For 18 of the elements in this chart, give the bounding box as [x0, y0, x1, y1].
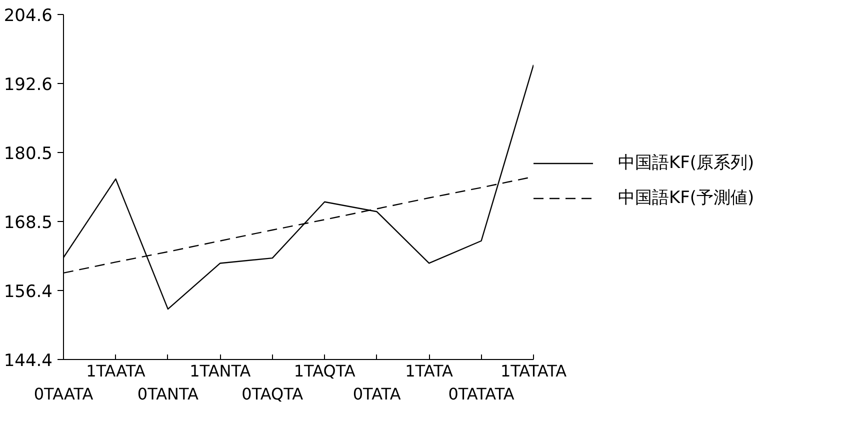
x-tick-label: 1TANTA	[190, 362, 251, 380]
x-tick-label: 1TATA	[405, 362, 454, 380]
x-tick-label: 0TANTA	[137, 384, 199, 404]
legend-label: 中国語KF(予測値)	[618, 187, 754, 209]
y-tick-label: 144.4	[4, 351, 53, 371]
x-tick-label: 0TATATA	[448, 384, 514, 404]
x-tick-label: 0TAATA	[34, 384, 94, 404]
legend-label: 中国語KF(原系列)	[618, 152, 754, 174]
y-tick-label: 204.6	[4, 6, 53, 26]
x-tick-label: 0TAQTA	[242, 384, 304, 404]
y-tick-label: 168.5	[4, 212, 53, 233]
y-tick-label: 156.4	[4, 282, 53, 302]
x-tick-label: 1TAATA	[86, 362, 146, 380]
x-tick-label: 1TATATA	[500, 362, 567, 380]
y-tick-label: 180.5	[4, 144, 53, 164]
x-tick-label: 1TAQTA	[294, 362, 356, 380]
y-tick-label: 192.6	[4, 74, 53, 95]
x-tick-label: 0TATA	[352, 384, 401, 404]
